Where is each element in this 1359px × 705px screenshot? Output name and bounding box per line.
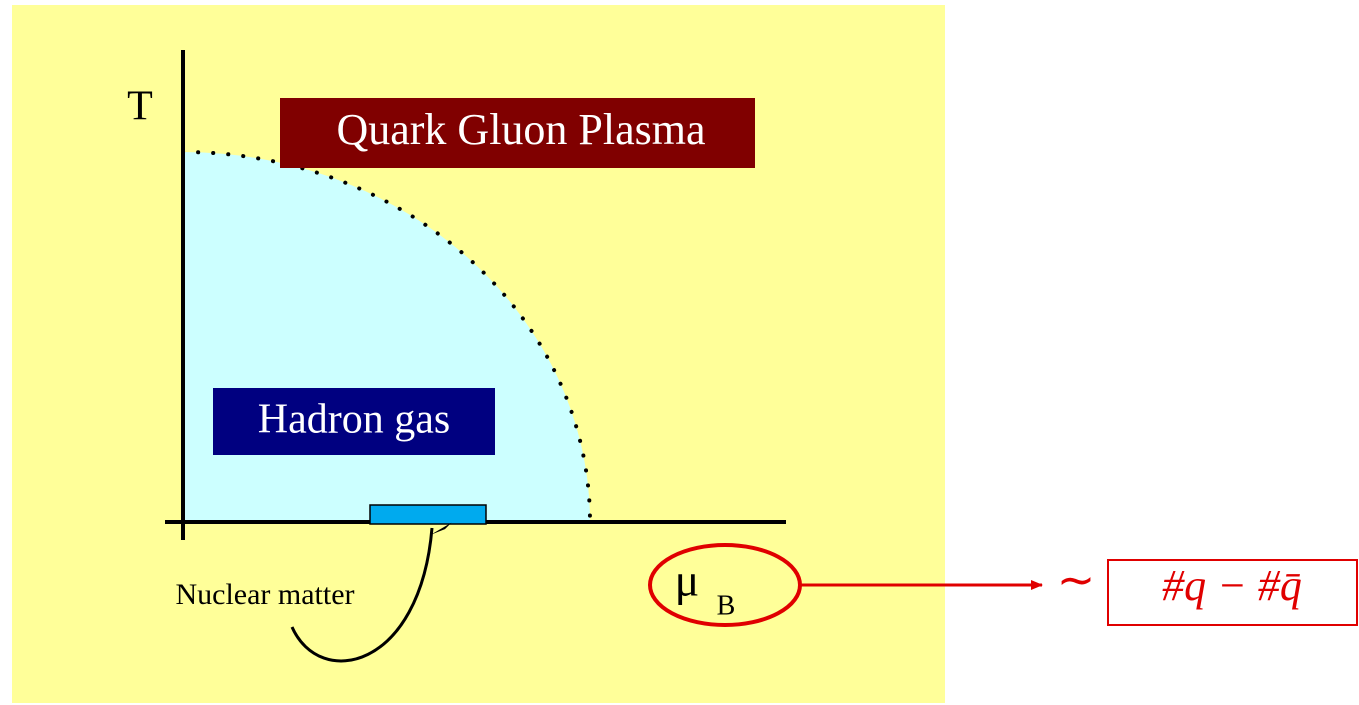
nuclear-matter-label: Nuclear matter	[175, 578, 354, 611]
y-axis-label: T	[127, 84, 153, 130]
formula-box	[1107, 559, 1358, 626]
qgp-box	[280, 98, 755, 168]
formula: #q − #q̄	[1162, 561, 1302, 610]
nuclear-matter-bar	[369, 504, 487, 525]
relation-symbol: ∼	[1057, 555, 1096, 606]
hadron-label: Hadron gas	[258, 397, 450, 443]
x-axis-label: μ	[675, 555, 700, 606]
qgp-label: Quark Gluon Plasma	[336, 105, 705, 154]
x-axis-subscript: B	[717, 590, 736, 621]
hadron-box	[213, 388, 495, 455]
annotation-arrow	[290, 522, 452, 663]
